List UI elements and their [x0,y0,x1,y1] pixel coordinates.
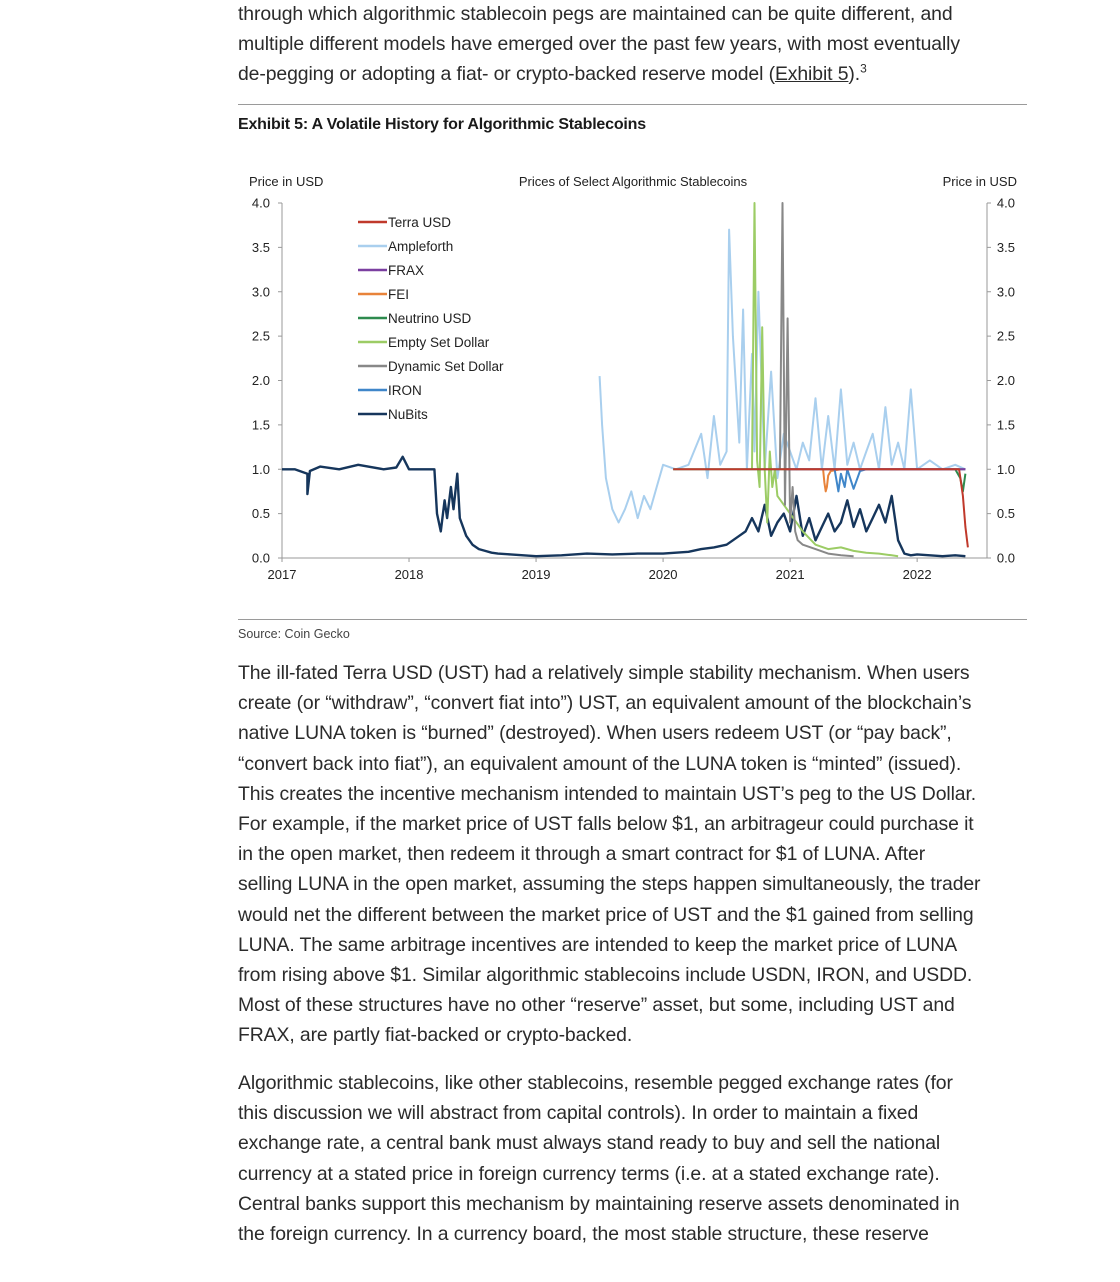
y-tick-label-right: 1.0 [997,462,1015,477]
legend-label: Empty Set Dollar [388,335,490,350]
x-tick-label: 2018 [395,567,424,582]
x-tick-label: 2020 [649,567,678,582]
chart-legend: Terra USD Ampleforth FRAX FEI Neutrino USD Em… [358,215,504,422]
intro-line-text: ). [848,63,861,86]
body1-line: The ill-fated Terra USD (UST) had a rela… [238,662,970,684]
body2-line: currency at a stated price in foreign cu… [238,1162,940,1185]
body2-line: Algorithmic stablecoins, like other stab… [238,1072,953,1094]
body-paragraph-1: The ill-fated Terra USD (UST) had a rela… [238,658,1038,1051]
y-tick-label-left: 0.5 [252,506,270,521]
intro-paragraph: through which algorithmic stablecoin peg… [238,0,1038,90]
series-line-nubits [282,455,966,558]
series-line-terra-usd [673,468,969,548]
exhibit-title: Exhibit 5: A Volatile History for Algori… [238,116,646,133]
body1-line: LUNA. The same arbitrage incentives are … [238,933,958,956]
body1-line: This creates the incentive mechanism int… [238,782,977,805]
y-tick-label-right: 3.5 [997,240,1015,255]
y-tick-label-left: 1.5 [252,417,270,432]
y-tick-label-right: 0.0 [997,551,1015,566]
body1-line: native LUNA token is “burned” (destroyed… [238,722,952,745]
right-axis-label: Price in USD [943,174,1017,189]
y-tick-label-left: 3.5 [252,240,270,255]
y-tick-label-left: 0.0 [252,551,270,566]
body1-line: from rising above $1. Similar algorithmi… [238,964,973,987]
x-tick-label: 2022 [903,567,932,582]
y-tick-label-right: 0.5 [997,506,1015,521]
legend-label: Ampleforth [388,239,453,254]
x-tick-label: 2019 [522,567,551,582]
intro-line: through which algorithmic stablecoin peg… [238,3,953,25]
series-line-dynamic-set-dollar [778,202,854,558]
chart-title: Prices of Select Algorithmic Stablecoins [519,174,748,189]
body2-line: the foreign currency. In a currency boar… [238,1223,929,1246]
intro-line: de-pegging or adopting a fiat- or crypto… [238,59,1038,89]
intro-line-text: de-pegging or adopting a fiat- or crypto… [238,63,775,86]
y-tick-label-right: 2.5 [997,329,1015,344]
exhibit-top-rule [238,104,1027,105]
chart-series-lines [282,202,969,558]
left-axis-label: Price in USD [249,174,323,189]
body1-line: FRAX, are partly fiat-backed or crypto-b… [238,1024,633,1047]
body1-line: create (or “withdraw”, “convert fiat int… [238,692,972,715]
series-line-fei [822,468,966,493]
legend-label: Terra USD [388,215,451,230]
legend-label: Neutrino USD [388,311,472,326]
body2-line: Central banks support this mechanism by … [238,1192,960,1215]
y-tick-label-left: 3.0 [252,284,270,299]
y-tick-label-right: 4.0 [997,196,1015,211]
y-tick-label-left: 4.0 [252,196,270,211]
y-tick-label-right: 1.5 [997,417,1015,432]
legend-label: Dynamic Set Dollar [388,359,504,374]
y-tick-label-left: 2.0 [252,373,270,388]
body2-line: exchange rate, a central bank must alway… [238,1132,941,1155]
legend-label: FEI [388,287,409,302]
body2-line: this discussion we will abstract from ca… [238,1102,919,1125]
series-line-empty-set-dollar [751,202,899,558]
body1-line: would net the different between the mark… [238,903,974,926]
stablecoin-price-chart: Price in USD Prices of Select Algorithmi… [249,174,1017,583]
y-tick-label-right: 2.0 [997,373,1015,388]
exhibit-bottom-rule [238,619,1027,620]
body1-line: in the open market, then redeem it throu… [238,843,926,866]
exhibit-source: Source: Coin Gecko [238,627,350,641]
body-paragraph-2: Algorithmic stablecoins, like other stab… [238,1068,1038,1249]
body1-line: Most of these structures have no other “… [238,994,955,1017]
series-line-iron [833,468,966,493]
y-tick-label-right: 3.0 [997,284,1015,299]
series-line-neutrino-usd [673,468,967,493]
x-tick-label: 2017 [268,567,297,582]
series-line-ampleforth [598,228,966,524]
legend-label: NuBits [388,407,428,422]
body1-line: For example, if the market price of UST … [238,813,974,836]
legend-label: IRON [388,383,422,398]
exhibit-5-link[interactable]: Exhibit 5 [774,63,849,86]
chart-axes: 0.0 0.0 0.5 0.5 1.0 1.0 1.5 1.5 2.0 2.0 2.5 2.5 3.0 3… [252,196,1015,583]
y-tick-label-left: 1.0 [252,462,270,477]
x-tick-label: 2021 [776,567,805,582]
footnote-marker[interactable]: 3 [860,61,867,76]
legend-label: FRAX [388,263,424,278]
body1-line: “convert back into fiat”), an equivalent… [238,752,962,775]
intro-line: multiple different models have emerged o… [238,33,960,56]
body1-line: selling LUNA in the open market, assumin… [238,873,981,896]
y-tick-label-left: 2.5 [252,329,270,344]
